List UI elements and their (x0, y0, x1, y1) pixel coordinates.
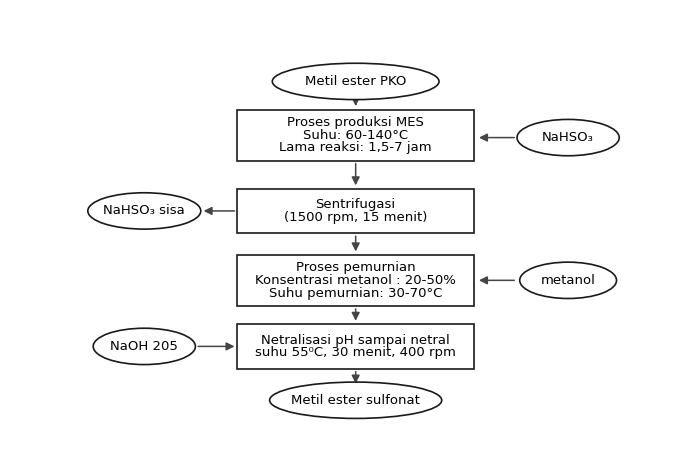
FancyBboxPatch shape (237, 324, 474, 369)
Text: suhu 55⁰C, 30 menit, 400 rpm: suhu 55⁰C, 30 menit, 400 rpm (255, 346, 456, 359)
Text: NaOH 205: NaOH 205 (110, 340, 178, 353)
Text: Metil ester sulfonat: Metil ester sulfonat (291, 394, 420, 407)
Text: NaHSO₃ sisa: NaHSO₃ sisa (103, 204, 185, 218)
Text: Suhu: 60-140°C: Suhu: 60-140°C (303, 128, 408, 142)
Ellipse shape (93, 328, 196, 364)
Ellipse shape (88, 193, 201, 229)
Text: Sentrifugasi: Sentrifugasi (316, 198, 396, 211)
Text: metanol: metanol (541, 274, 595, 287)
Text: Konsentrasi metanol : 20-50%: Konsentrasi metanol : 20-50% (255, 274, 456, 287)
Ellipse shape (272, 63, 439, 100)
FancyBboxPatch shape (237, 255, 474, 306)
Text: Suhu pemurnian: 30-70°C: Suhu pemurnian: 30-70°C (269, 287, 442, 300)
Text: (1500 rpm, 15 menit): (1500 rpm, 15 menit) (284, 211, 428, 224)
FancyBboxPatch shape (237, 110, 474, 160)
Ellipse shape (517, 119, 619, 156)
Text: Proses pemurnian: Proses pemurnian (296, 261, 416, 274)
Ellipse shape (269, 382, 441, 418)
FancyBboxPatch shape (237, 189, 474, 233)
Ellipse shape (520, 262, 616, 298)
Text: Lama reaksi: 1,5-7 jam: Lama reaksi: 1,5-7 jam (280, 141, 432, 154)
Text: Netralisasi pH sampai netral: Netralisasi pH sampai netral (262, 334, 450, 347)
Text: NaHSO₃: NaHSO₃ (542, 131, 594, 144)
Text: Proses produksi MES: Proses produksi MES (287, 116, 424, 129)
Text: Metil ester PKO: Metil ester PKO (305, 75, 407, 88)
